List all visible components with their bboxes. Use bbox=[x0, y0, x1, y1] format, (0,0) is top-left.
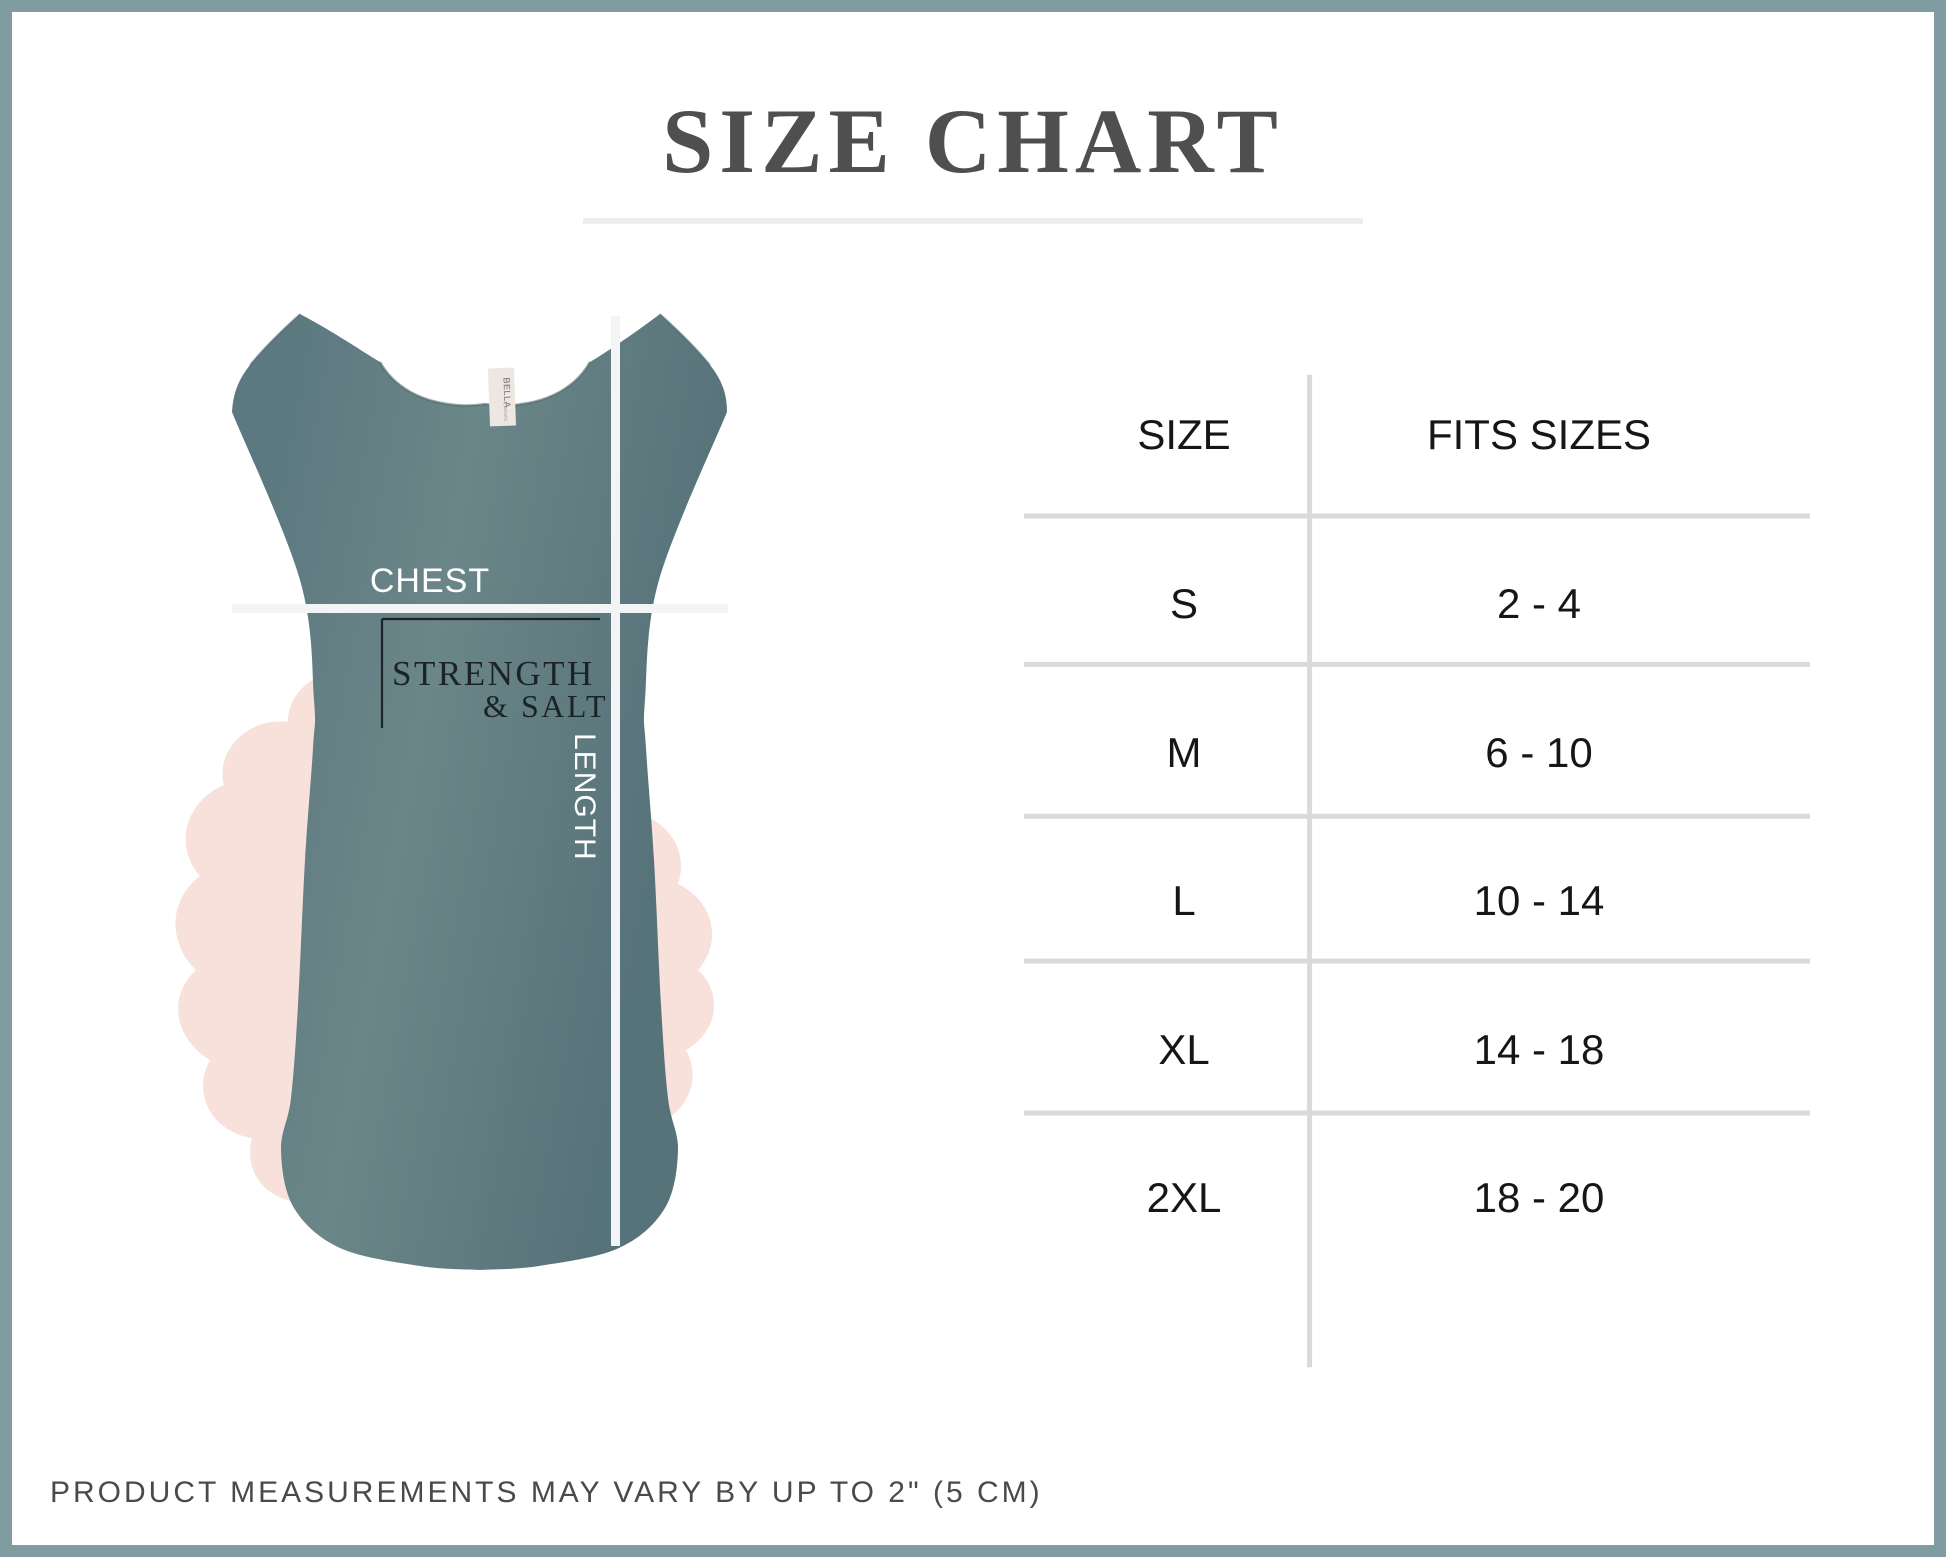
svg-text:L: L bbox=[1172, 877, 1195, 924]
svg-text:2XL: 2XL bbox=[1147, 1174, 1222, 1221]
svg-text:14 - 18: 14 - 18 bbox=[1474, 1026, 1605, 1073]
svg-text:10 - 14: 10 - 14 bbox=[1474, 877, 1605, 924]
svg-text:CANVAS: CANVAS bbox=[503, 403, 509, 421]
svg-text:XL: XL bbox=[1158, 1026, 1209, 1073]
svg-text:18 - 20: 18 - 20 bbox=[1474, 1174, 1605, 1221]
svg-text:M: M bbox=[1167, 729, 1202, 776]
svg-text:FITS SIZES: FITS SIZES bbox=[1427, 411, 1651, 458]
svg-text:PRODUCT MEASUREMENTS MAY VARY: PRODUCT MEASUREMENTS MAY VARY BY UP TO 2… bbox=[50, 1476, 1043, 1509]
svg-text:LENGTH: LENGTH bbox=[568, 733, 601, 861]
svg-text:2 - 4: 2 - 4 bbox=[1497, 580, 1581, 627]
svg-text:6 - 10: 6 - 10 bbox=[1485, 729, 1592, 776]
svg-text:S: S bbox=[1170, 580, 1198, 627]
svg-text:CHEST: CHEST bbox=[370, 562, 490, 600]
svg-text:& SALT: & SALT bbox=[483, 688, 608, 724]
svg-text:SIZE: SIZE bbox=[1137, 411, 1230, 458]
